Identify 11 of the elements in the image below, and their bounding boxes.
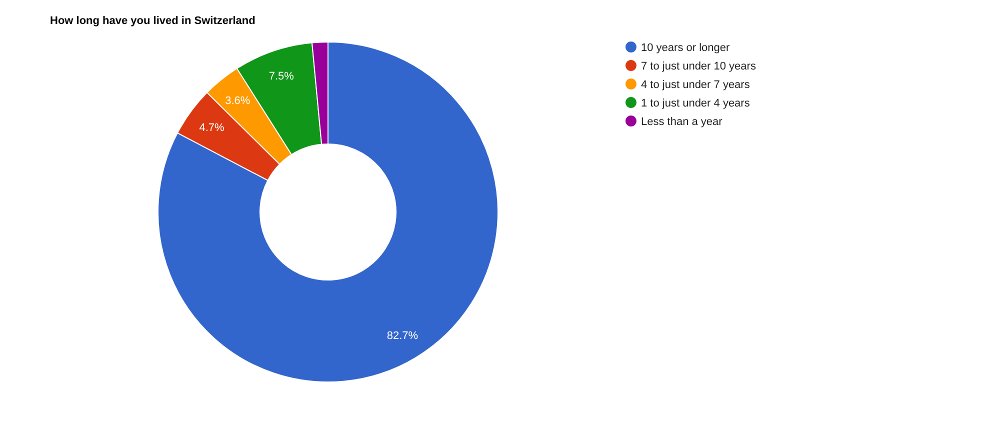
- data-label: 4.7%: [199, 122, 225, 134]
- data-label: 82.7%: [386, 330, 418, 342]
- donut-slice: [158, 42, 498, 382]
- legend-label: 4 to just under 7 years: [641, 78, 750, 91]
- data-label: 7.5%: [268, 70, 294, 83]
- data-label: 3.6%: [225, 94, 250, 107]
- legend-label: 7 to just under 10 years: [641, 60, 756, 72]
- legend-label: 1 to just under 4 years: [641, 97, 750, 110]
- legend-label: Less than a year: [641, 116, 723, 128]
- legend-label: 10 years or longer: [641, 42, 730, 54]
- chart-title: How long have you lived in Switzerland: [50, 15, 256, 27]
